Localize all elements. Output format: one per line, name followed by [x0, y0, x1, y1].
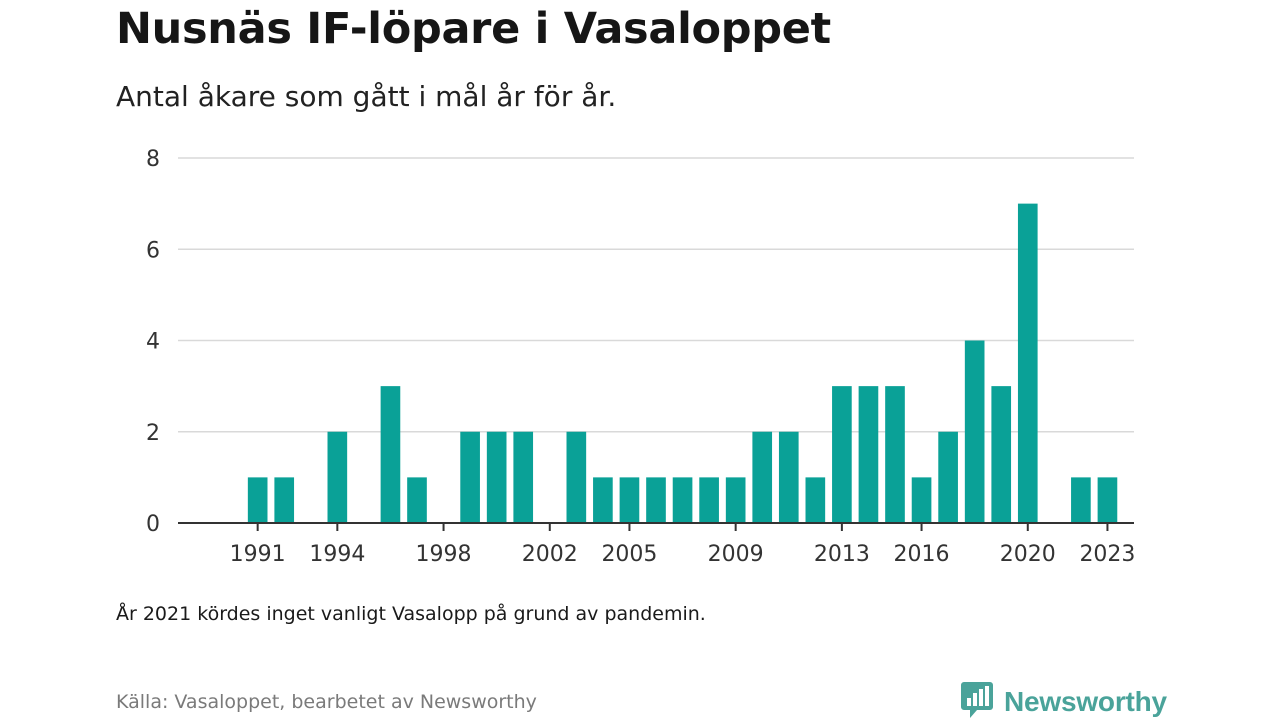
chart-note: År 2021 kördes inget vanligt Vasalopp på…	[116, 603, 706, 625]
x-tick-label: 2023	[1079, 542, 1135, 567]
y-tick-label: 6	[146, 238, 160, 263]
bar	[1097, 477, 1118, 523]
x-tick-label: 2009	[708, 542, 764, 567]
bar	[407, 477, 427, 523]
bar	[646, 477, 666, 523]
chart-subtitle: Antal åkare som gått i mål år för år.	[116, 80, 617, 113]
x-tick-label: 2016	[894, 542, 950, 567]
bar	[858, 386, 879, 523]
bar	[805, 477, 826, 523]
x-tick-label: 1994	[309, 542, 365, 567]
y-tick-label: 0	[146, 512, 160, 537]
bar	[885, 386, 905, 523]
x-tick-label: 2013	[814, 542, 870, 567]
x-tick-label: 1991	[230, 542, 286, 567]
bar	[991, 386, 1012, 523]
x-tick-label: 2002	[522, 542, 578, 567]
bar	[752, 431, 773, 523]
bar	[460, 431, 480, 523]
bar	[1071, 477, 1091, 523]
brand-name: Newsworthy	[1004, 686, 1167, 717]
bar	[593, 477, 613, 523]
bar	[725, 477, 746, 523]
source-credit: Källa: Vasaloppet, bearbetet av Newswort…	[116, 691, 537, 713]
y-tick-label: 2	[146, 421, 160, 446]
bar	[672, 477, 693, 523]
bar	[513, 431, 534, 523]
bar	[832, 386, 852, 523]
bar	[699, 477, 719, 523]
x-tick-label: 2005	[601, 542, 657, 567]
bar	[1017, 203, 1038, 523]
bar	[778, 431, 799, 523]
bar-chart: 0 2 4 6 8 1991 1994 1998 2002 2005 2009 2013 2016 202…	[146, 147, 1135, 567]
bar	[274, 477, 295, 523]
bar	[964, 340, 985, 523]
x-tick-label: 2020	[1000, 542, 1056, 567]
bar	[938, 431, 958, 523]
y-tick-label: 8	[146, 147, 160, 172]
bar	[486, 431, 507, 523]
bar	[566, 431, 587, 523]
newsworthy-brand[interactable]: Newsworthy	[960, 680, 1167, 724]
x-tick-label: 1998	[416, 542, 472, 567]
bar	[911, 477, 932, 523]
bar	[247, 477, 268, 523]
bar	[380, 386, 401, 523]
chart-title: Nusnäs IF-löpare i Vasaloppet	[116, 4, 831, 54]
newsworthy-logo-icon	[960, 680, 994, 724]
bar	[619, 477, 640, 523]
y-tick-label: 4	[146, 330, 160, 355]
bar	[327, 431, 348, 523]
